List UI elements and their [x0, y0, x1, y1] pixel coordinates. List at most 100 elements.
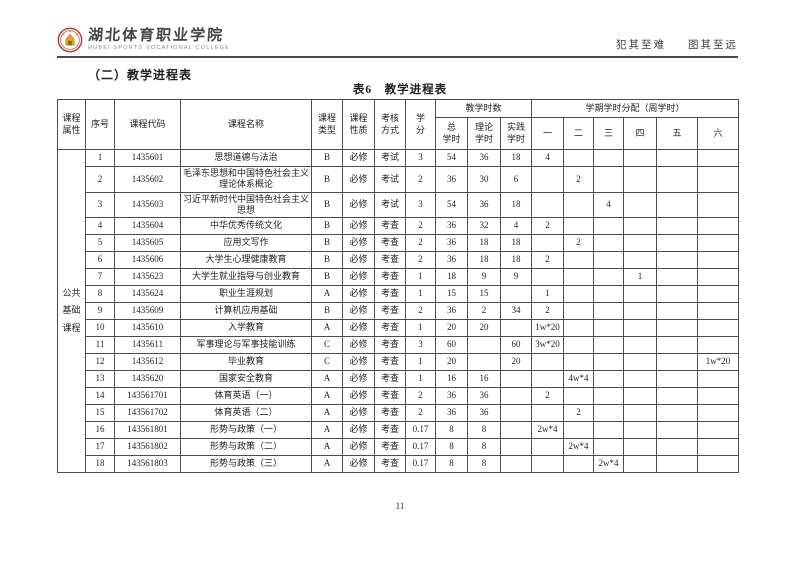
cell-s6 — [697, 421, 740, 439]
cell-s2: 4w*4 — [563, 370, 595, 388]
cell-s1 — [531, 370, 565, 388]
cell-s2 — [563, 285, 595, 303]
header-seq: 序号 — [85, 99, 115, 150]
cell-s1: 2 — [531, 251, 565, 269]
cell-type: B — [311, 268, 343, 286]
cell-s2: 2 — [563, 234, 595, 252]
cell-code: 143561802 — [114, 438, 181, 456]
cell-theory: 8 — [467, 421, 501, 439]
cell-s6 — [697, 217, 740, 235]
cell-seq: 6 — [85, 251, 115, 269]
cell-s5 — [656, 353, 699, 371]
cell-code: 143561803 — [114, 455, 181, 473]
cell-s5 — [656, 285, 699, 303]
cell-code: 1435604 — [114, 217, 181, 235]
cell-type: B — [311, 217, 343, 235]
cell-type: A — [311, 285, 343, 303]
cell-s6 — [697, 319, 740, 337]
cell-assess: 考查 — [374, 404, 406, 422]
cell-nature: 必修 — [342, 387, 375, 405]
table-row: 2 1435602 毛泽东思想和中国特色社会主义理论体系概论 B 必修 考试 2 36 30 6 2 — [58, 166, 740, 193]
cell-s2: 2 — [563, 404, 595, 422]
table-row: 11 1435611 军事理论与军事技能训练 C 必修 考查 3 60 60 3w*20 — [58, 336, 740, 354]
cell-s1: 1w*20 — [531, 319, 565, 337]
cell-practice — [499, 370, 533, 388]
cell-total: 36 — [435, 217, 468, 235]
table-row: 18 143561803 形势与政策（三） A 必修 考查 0.17 8 8 2w*4 — [58, 455, 740, 473]
cell-name: 形势与政策（三） — [180, 455, 312, 473]
section-title: （二）教学进程表 — [88, 68, 193, 82]
cell-total: 36 — [435, 166, 468, 193]
cell-practice — [499, 285, 533, 303]
cell-name: 大学生心理健康教育 — [180, 251, 312, 269]
cell-s6 — [697, 251, 740, 269]
cell-s3 — [593, 404, 625, 422]
cell-assess: 考试 — [374, 191, 406, 218]
cell-s3 — [593, 217, 625, 235]
cell-s3 — [593, 336, 625, 354]
table-row: 4 1435604 中华优秀传统文化 B 必修 考查 2 36 32 4 2 — [58, 217, 740, 235]
cell-seq: 12 — [85, 353, 115, 371]
cell-assess: 考试 — [374, 149, 406, 167]
cell-name: 应用文写作 — [180, 234, 312, 252]
cell-s4 — [623, 251, 658, 269]
cell-s2 — [563, 268, 595, 286]
cell-practice: 20 — [499, 353, 533, 371]
cell-s1 — [531, 353, 565, 371]
cell-s4 — [623, 319, 658, 337]
cell-nature: 必修 — [342, 268, 375, 286]
motto-part1: 犯其至难 — [616, 40, 666, 51]
cell-credit: 1 — [405, 285, 436, 303]
cell-nature: 必修 — [342, 404, 375, 422]
cell-practice: 60 — [499, 336, 533, 354]
cell-total: 18 — [435, 268, 468, 286]
cell-theory — [467, 336, 501, 354]
header-semester-group: 学期学时分配（周学时） — [531, 99, 740, 118]
cell-theory: 18 — [467, 234, 501, 252]
table-row: 8 1435624 职业生涯规划 A 必修 考查 1 15 15 1 — [58, 285, 740, 303]
cell-assess: 考查 — [374, 268, 406, 286]
cell-seq: 4 — [85, 217, 115, 235]
cell-s3 — [593, 370, 625, 388]
cell-s5 — [656, 404, 699, 422]
cell-seq: 8 — [85, 285, 115, 303]
cell-s5 — [656, 251, 699, 269]
cell-s6 — [697, 455, 740, 473]
cell-practice — [499, 404, 533, 422]
cell-s2 — [563, 387, 595, 405]
cell-s5 — [656, 234, 699, 252]
cell-s1 — [531, 438, 565, 456]
cell-seq: 10 — [85, 319, 115, 337]
college-name-cn: 湖北体育职业学院 — [87, 27, 225, 44]
cell-s2 — [563, 217, 595, 235]
cell-assess: 考查 — [374, 438, 406, 456]
header-type: 课程 类型 — [311, 99, 343, 150]
college-name-en: HUBEI SPORTS VOCATIONAL COLLEGE — [88, 44, 230, 51]
cell-s1 — [531, 404, 565, 422]
cell-s3: 4 — [593, 191, 625, 218]
cell-type: C — [311, 336, 343, 354]
cell-s2: 2 — [563, 166, 595, 193]
cell-type: B — [311, 191, 343, 218]
header-total-hours: 总 学时 — [435, 117, 468, 150]
cell-s6 — [697, 302, 740, 320]
cell-s2 — [563, 302, 595, 320]
cell-credit: 2 — [405, 234, 436, 252]
cell-nature: 必修 — [342, 421, 375, 439]
cell-total: 36 — [435, 387, 468, 405]
cell-seq: 15 — [85, 404, 115, 422]
cell-total: 20 — [435, 319, 468, 337]
cell-type: A — [311, 404, 343, 422]
cell-code: 1435612 — [114, 353, 181, 371]
cell-type: C — [311, 353, 343, 371]
cell-name: 体育英语（一） — [180, 387, 312, 405]
cell-total: 54 — [435, 191, 468, 218]
cell-nature: 必修 — [342, 455, 375, 473]
cell-type: A — [311, 319, 343, 337]
cell-assess: 考查 — [374, 285, 406, 303]
cell-assess: 考查 — [374, 217, 406, 235]
cell-total: 15 — [435, 285, 468, 303]
cell-s1: 2w*4 — [531, 421, 565, 439]
cell-s4 — [623, 404, 658, 422]
cell-s5 — [656, 268, 699, 286]
